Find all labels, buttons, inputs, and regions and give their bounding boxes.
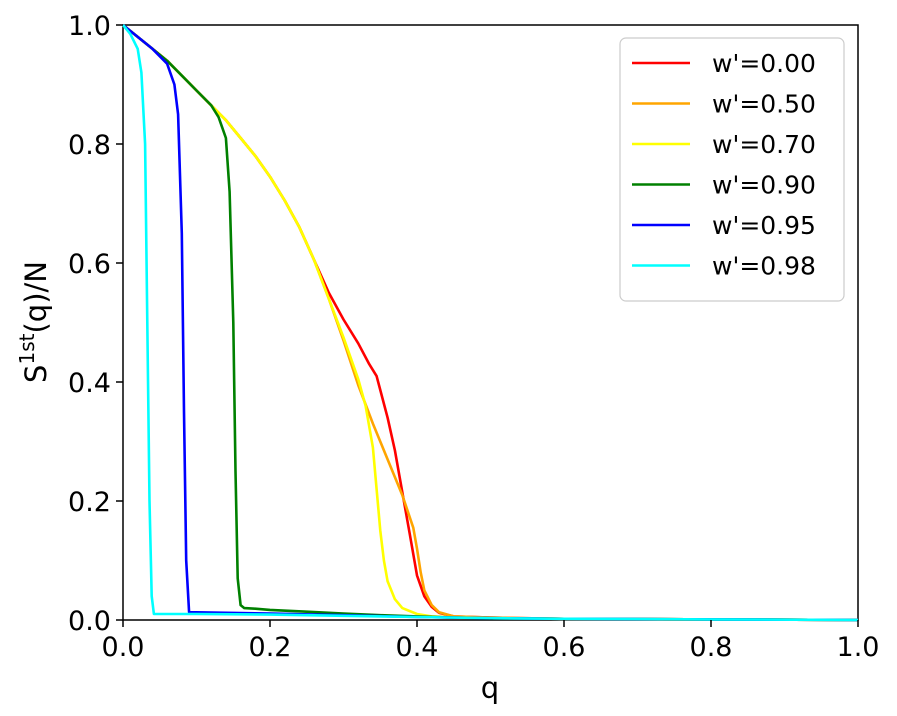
- x-tick-label: 0.6: [543, 632, 586, 663]
- y-tick-label: 0.8: [68, 130, 111, 161]
- y-tick-label: 0.2: [68, 487, 111, 518]
- x-axis-label: q: [481, 671, 499, 705]
- legend-label: w'=0.98: [712, 252, 816, 281]
- x-tick-label: 0.0: [102, 632, 145, 663]
- y-tick-label: 0.0: [68, 606, 111, 637]
- legend-label: w'=0.90: [712, 171, 816, 200]
- y-axis-label-sup: 1st: [15, 333, 39, 364]
- x-axis-ticks: 0.0 0.2 0.4 0.6 0.8 1.0: [102, 620, 880, 663]
- series-line-5: [121, 24, 859, 622]
- legend-label: w'=0.00: [712, 49, 816, 78]
- x-tick-label: 1.0: [837, 632, 880, 663]
- legend: w'=0.00 w'=0.50 w'=0.70 w'=0.90 w'=0.95 w'=0.…: [619, 37, 845, 302]
- y-tick-label: 1.0: [68, 11, 111, 42]
- y-tick-label: 0.4: [68, 368, 111, 399]
- series-layer: [121, 23, 859, 622]
- legend-label: w'=0.95: [712, 211, 816, 240]
- legend-label: w'=0.50: [712, 90, 816, 119]
- y-axis-label-rest: (q)/N: [19, 261, 53, 334]
- plot-frame: [122, 24, 859, 621]
- y-axis-label: S1st(q)/N: [15, 261, 53, 383]
- x-tick-label: 0.8: [690, 632, 733, 663]
- y-tick-label: 0.6: [68, 249, 111, 280]
- legend-label: w'=0.70: [712, 130, 816, 159]
- y-axis-label-base: S: [19, 365, 53, 383]
- x-tick-label: 0.2: [249, 632, 292, 663]
- x-tick-label: 0.4: [396, 632, 439, 663]
- y-axis-ticks: 0.0 0.2 0.4 0.6 0.8 1.0: [68, 11, 123, 637]
